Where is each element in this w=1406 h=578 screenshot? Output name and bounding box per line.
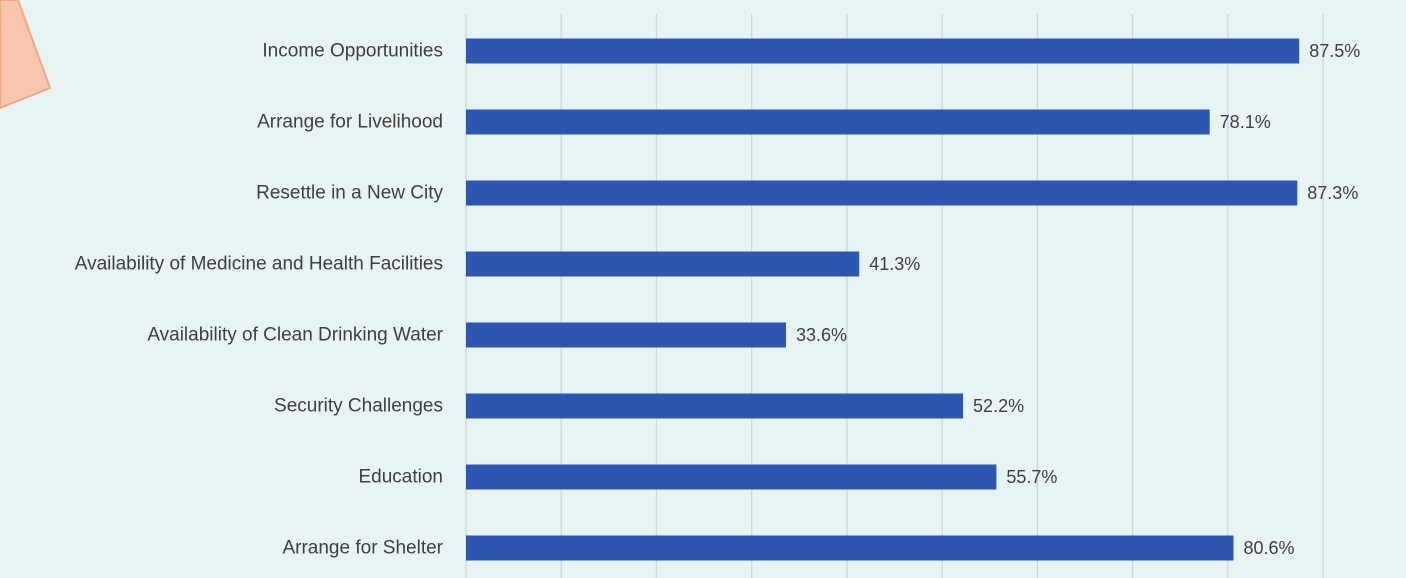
value-label: 87.5% (1309, 41, 1360, 61)
value-labels: 87.5% 78.1% 87.3% 41.3% 33.6% 52.2% 55.7% 80.6% (796, 41, 1360, 558)
bar (466, 180, 1298, 206)
bars (466, 38, 1300, 561)
category-label: Arrange for Shelter (282, 538, 443, 559)
gridlines (465, 14, 1324, 578)
value-label: 80.6% (1243, 538, 1294, 558)
category-label: Arrange for Livelihood (257, 112, 443, 133)
value-label: 55.7% (1006, 467, 1057, 487)
category-label: Availability of Clean Drinking Water (147, 325, 443, 346)
value-label: 41.3% (869, 254, 920, 274)
category-label: Income Opportunities (262, 41, 443, 62)
bar (466, 251, 860, 277)
category-label: Availability of Medicine and Health Faci… (75, 254, 443, 275)
category-label: Resettle in a New City (256, 183, 443, 204)
bar (466, 393, 964, 419)
bar (466, 109, 1210, 135)
bar (466, 38, 1300, 64)
value-label: 33.6% (796, 325, 847, 345)
value-label: 78.1% (1220, 112, 1271, 132)
bar (466, 464, 997, 490)
category-label: Education (358, 467, 443, 488)
value-label: 52.2% (973, 396, 1024, 416)
category-labels: Income Opportunities Arrange for Liveliho… (75, 41, 444, 559)
value-label: 87.3% (1307, 183, 1358, 203)
bar (466, 535, 1234, 561)
corner-decoration-shape (0, 0, 52, 110)
category-label: Security Challenges (274, 396, 443, 417)
bar (466, 322, 786, 348)
